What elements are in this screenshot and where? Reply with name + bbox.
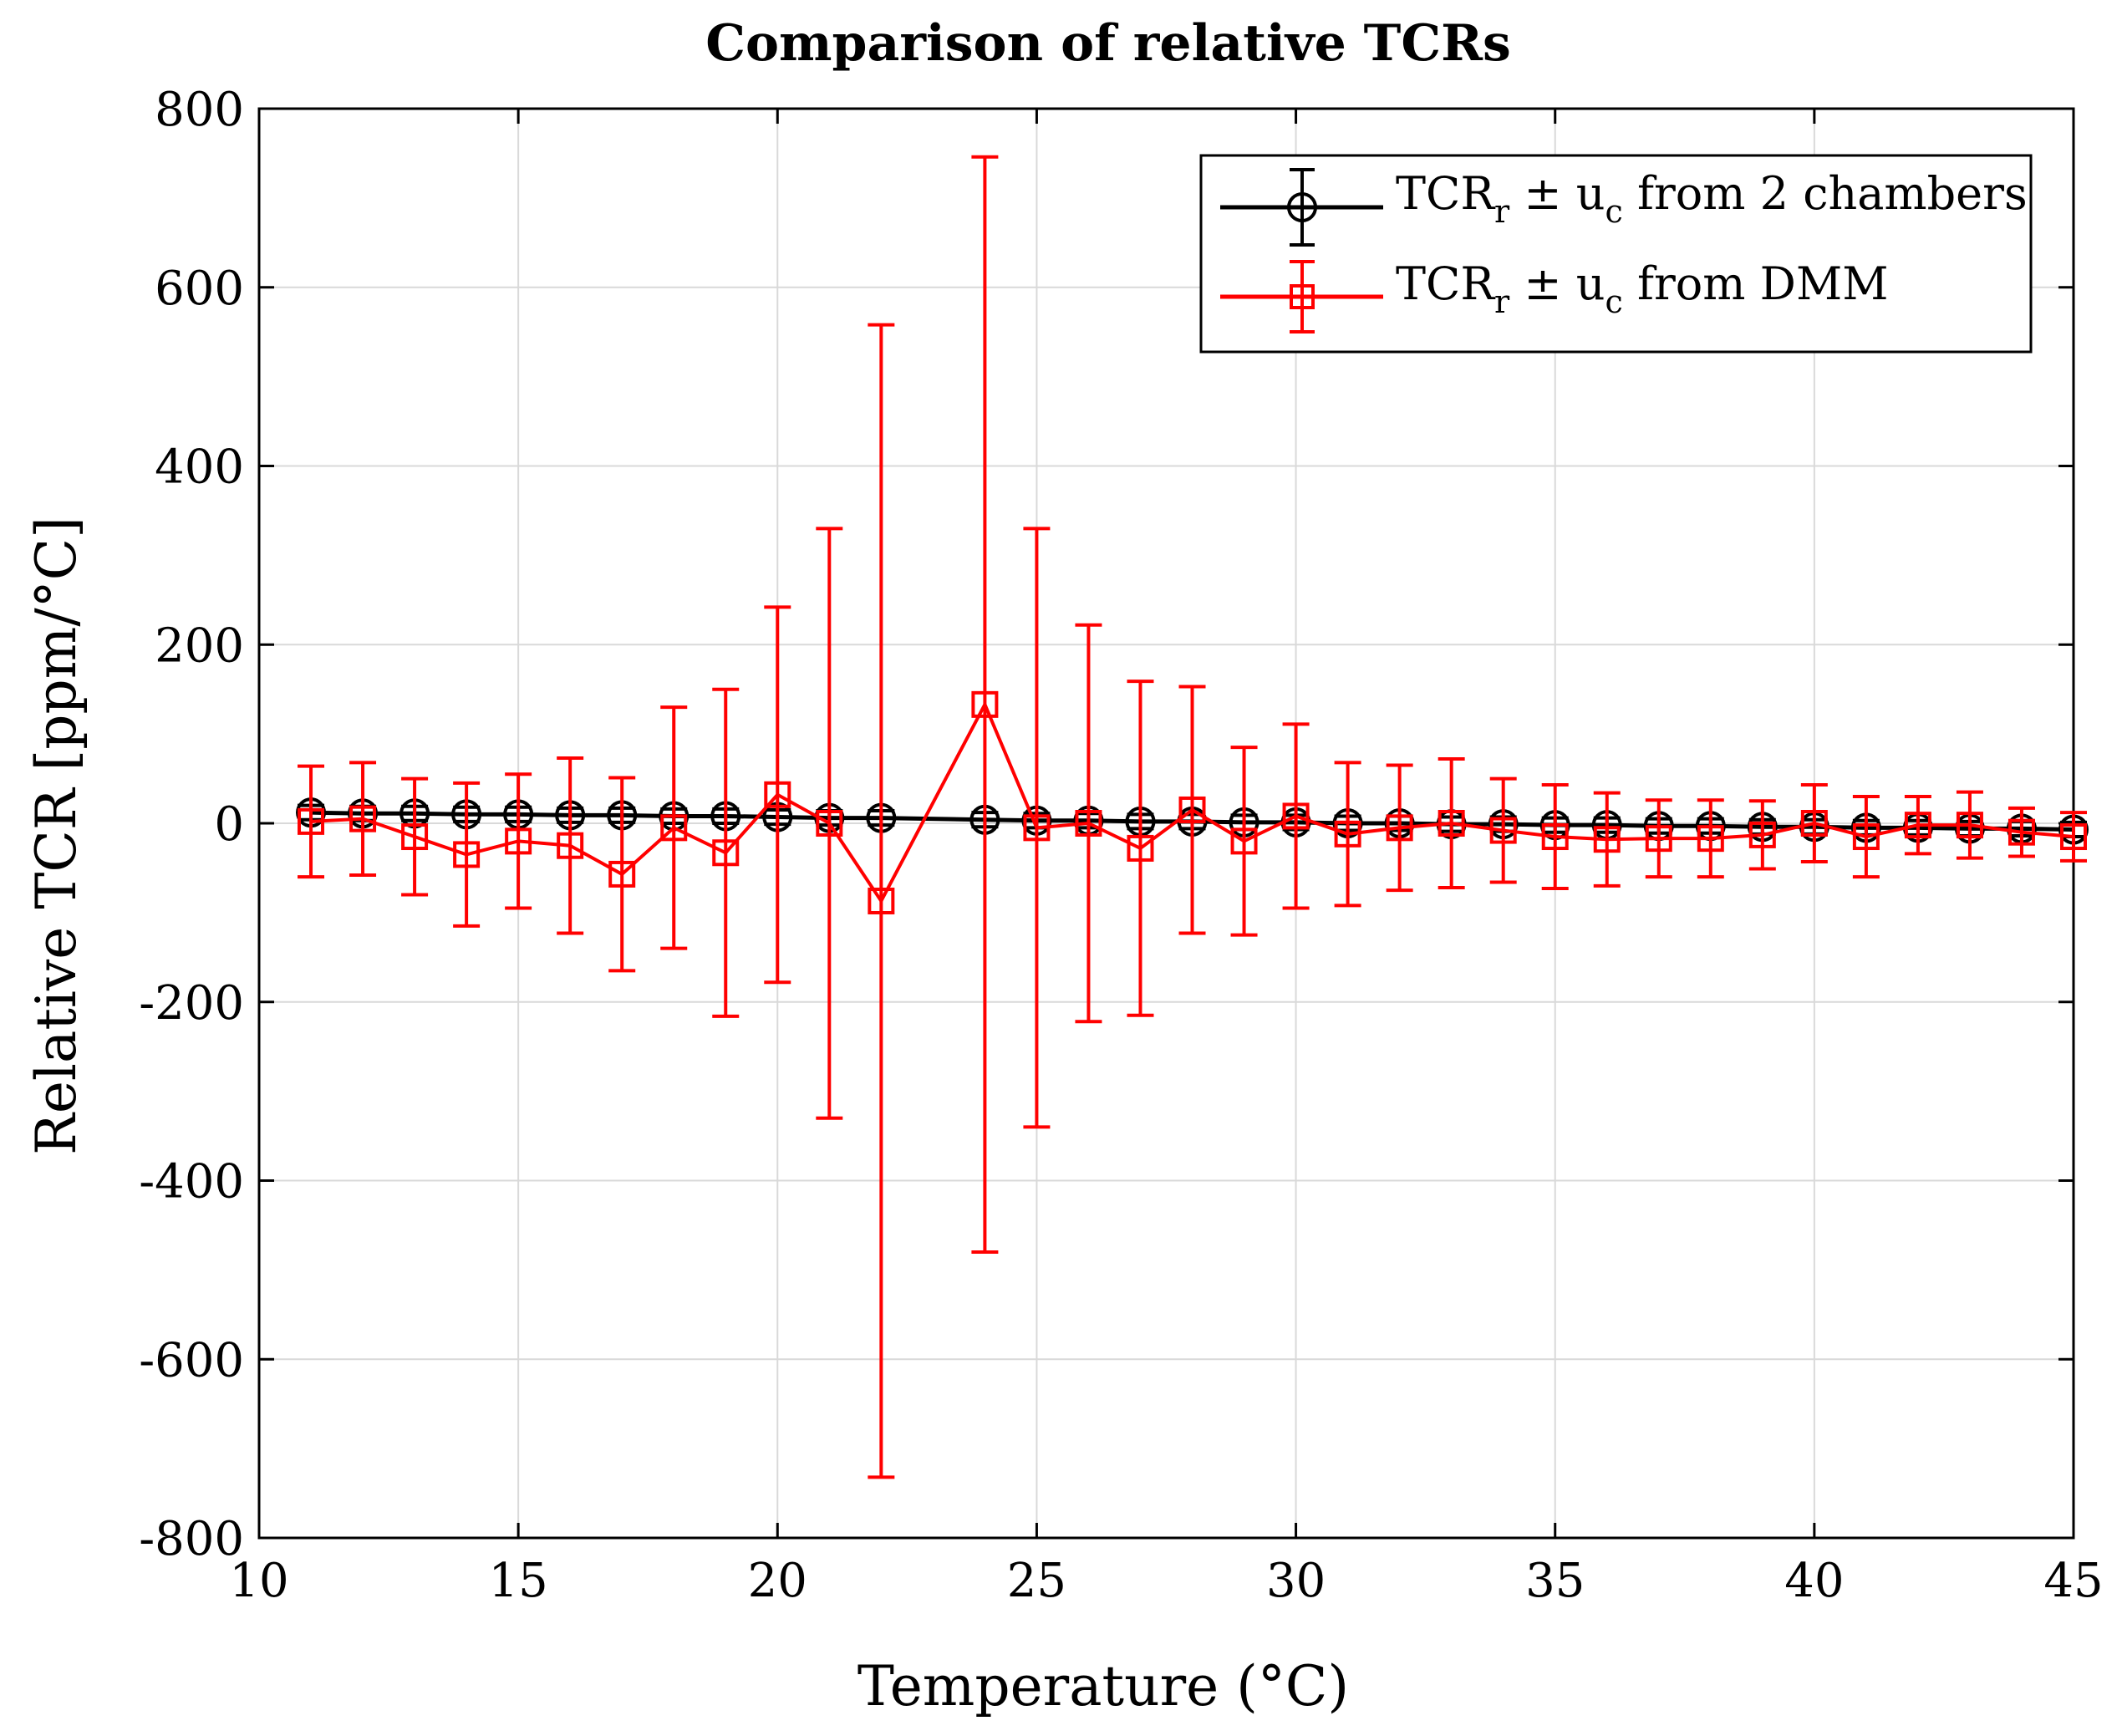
- data-point: [298, 807, 325, 835]
- data-point: [2060, 823, 2087, 851]
- x-tick-label: 40: [1784, 1554, 1844, 1608]
- data-point: [1956, 812, 1983, 839]
- data-point: [1904, 812, 1931, 839]
- data-point: [1541, 823, 1569, 851]
- legend-chambers-mid: ± u: [1509, 167, 1605, 220]
- data-point: [1230, 827, 1258, 855]
- legend-chambers-sub1: r: [1494, 193, 1510, 230]
- data-point: [712, 839, 740, 867]
- data-point: [1075, 810, 1102, 837]
- legend-dmm-mid: ± u: [1509, 257, 1605, 310]
- y-axis-label: Relative TCR [ppm/°C]: [24, 517, 89, 1155]
- legend: TCRr ± uc from 2 chambers TCRr ± uc from…: [1199, 154, 2033, 354]
- data-point: [2008, 818, 2035, 846]
- y-tick-label: 600: [155, 262, 244, 316]
- y-tick-label: 200: [155, 619, 244, 673]
- x-tick-label: 45: [2043, 1554, 2103, 1608]
- legend-entry-chambers: TCRr ± uc from 2 chambers: [1220, 167, 2028, 247]
- x-axis-label: Temperature (°C): [857, 1654, 1349, 1718]
- data-point: [1178, 796, 1206, 823]
- data-point: [1334, 820, 1361, 848]
- x-tick-label: 15: [489, 1554, 548, 1608]
- data-point: [868, 887, 895, 914]
- series-dmm: [298, 155, 2087, 1479]
- data-point: [1489, 817, 1517, 844]
- legend-chambers-main: TCR: [1396, 167, 1495, 220]
- series-layer: [296, 155, 2089, 1479]
- legend-chambers-label: TCRr ± uc from 2 chambers: [1396, 167, 2028, 230]
- legend-dmm-label: TCRr ± uc from DMM: [1396, 257, 1889, 320]
- axis-ticks: 10 15 20 25 30 35 40 45 -800 -600 -400 -200 0 200 400 6…: [139, 83, 2103, 1608]
- data-point: [971, 690, 999, 718]
- data-point: [1593, 826, 1621, 853]
- data-point: [453, 841, 481, 868]
- legend-dmm-sub1: r: [1494, 283, 1510, 320]
- y-tick-label: -800: [139, 1512, 244, 1566]
- series-line: [310, 700, 2074, 904]
- data-point: [816, 810, 843, 837]
- data-point: [1282, 802, 1310, 830]
- data-point: [660, 814, 688, 842]
- data-point: [1852, 823, 1880, 851]
- legend-chambers-tail: from 2 chambers: [1623, 167, 2028, 220]
- y-tick-label: -600: [139, 1333, 244, 1387]
- legend-box: [1199, 154, 2033, 354]
- data-point: [1645, 825, 1672, 853]
- data-point: [401, 823, 429, 851]
- x-tick-label: 35: [1525, 1554, 1585, 1608]
- data-point: [1438, 810, 1465, 837]
- data-point: [764, 781, 791, 808]
- y-tick-label: 400: [155, 440, 244, 495]
- legend-dmm-marker: [1290, 284, 1315, 309]
- data-point: [1748, 821, 1776, 848]
- legend-dmm-main: TCR: [1396, 257, 1495, 310]
- x-tick-label: 20: [748, 1554, 807, 1608]
- x-tick-label: 10: [229, 1554, 288, 1608]
- series-line: [310, 810, 2074, 832]
- legend-dmm-tail: from DMM: [1623, 257, 1889, 310]
- x-tick-label: 25: [1007, 1554, 1066, 1608]
- y-tick-label: -200: [139, 976, 244, 1031]
- y-tick-label: 800: [155, 83, 244, 137]
- legend-entry-dmm: TCRr ± uc from DMM: [1220, 257, 1889, 333]
- data-point: [1697, 825, 1724, 853]
- data-point: [1800, 810, 1828, 837]
- data-point: [1386, 814, 1413, 842]
- legend-dmm-sub2: c: [1605, 283, 1623, 320]
- data-point: [505, 827, 532, 855]
- y-tick-label: -400: [139, 1155, 244, 1209]
- x-tick-label: 30: [1266, 1554, 1326, 1608]
- data-point: [1127, 834, 1154, 862]
- legend-chambers-marker: [1287, 192, 1317, 222]
- data-point: [608, 860, 636, 888]
- data-point: [349, 805, 377, 832]
- legend-chambers-sub2: c: [1605, 193, 1623, 230]
- y-tick-label: 0: [214, 797, 244, 852]
- data-point: [1023, 814, 1051, 842]
- data-point: [557, 832, 584, 859]
- chart-title: Comparison of relative TCRs: [705, 14, 1510, 73]
